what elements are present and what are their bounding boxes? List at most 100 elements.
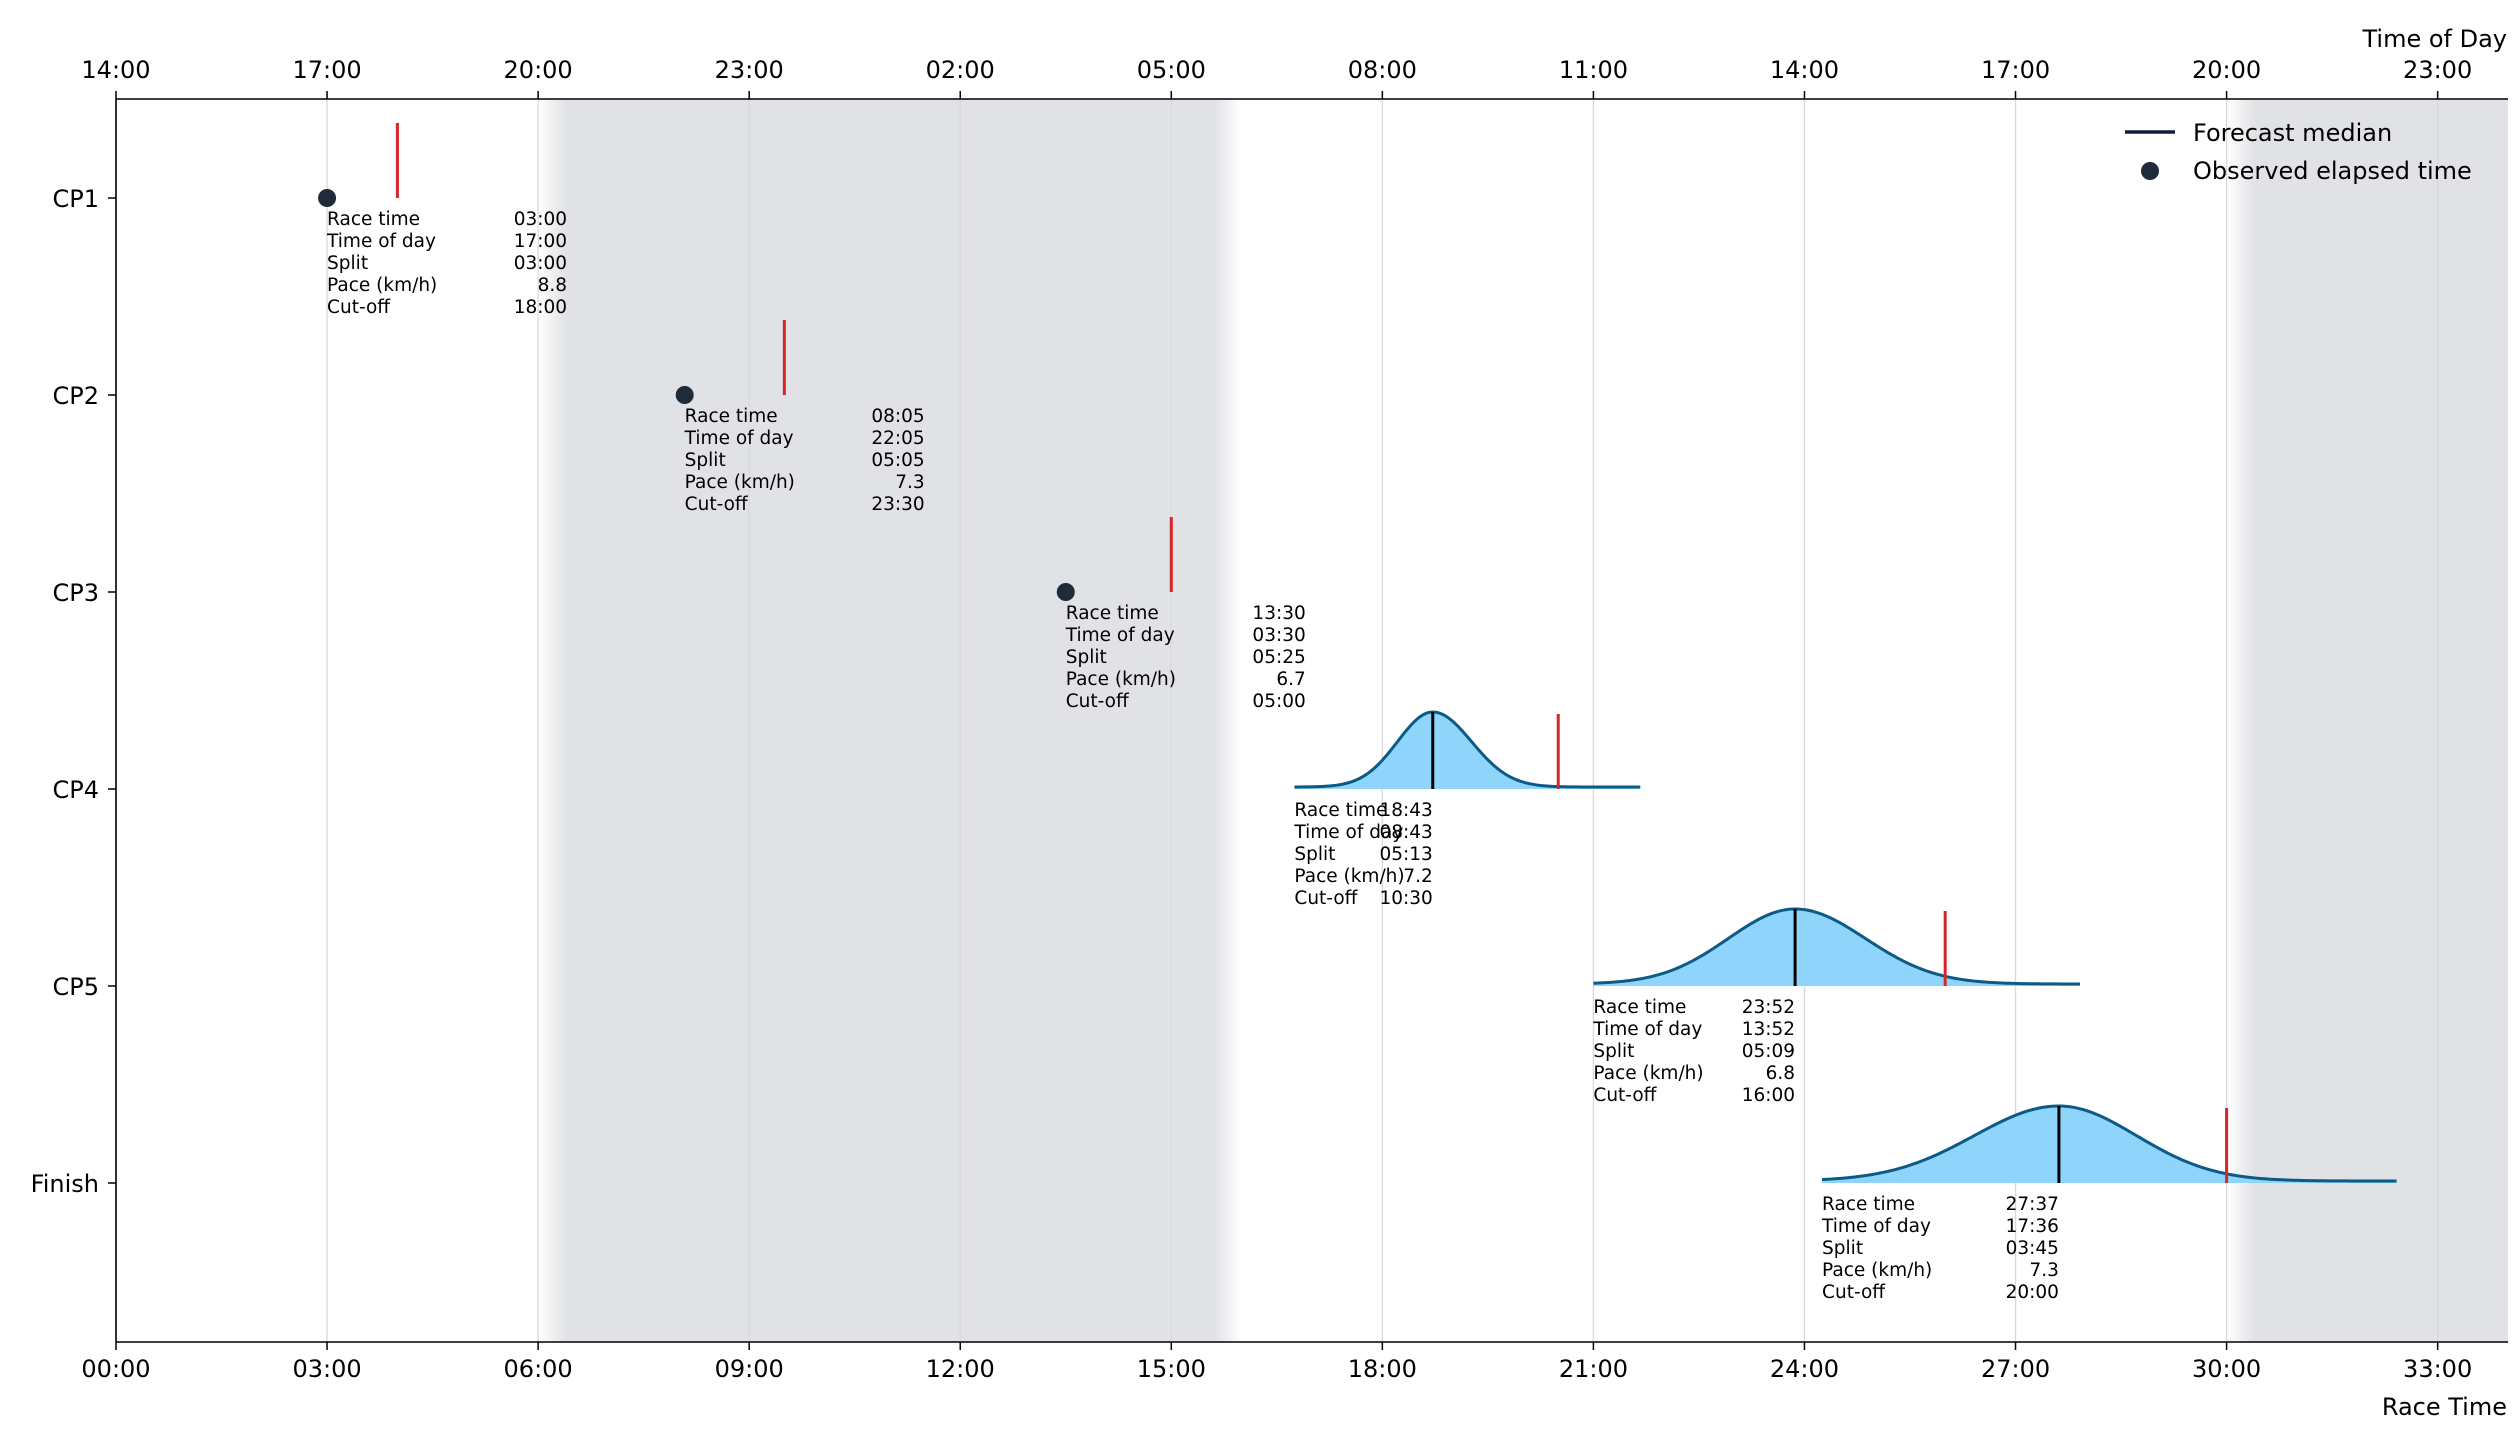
forecast-density-curve [1593,907,2081,986]
annotation-label: Race time [1066,603,1159,624]
x-tick-label: 12:00 [926,1355,995,1383]
top-tick-label: 08:00 [1348,56,1417,84]
annotation-value: 10:30 [1379,888,1432,909]
forecast-density-fill [1593,909,2081,986]
annotation-value: 17:00 [514,231,567,252]
annotation-value: 03:00 [514,253,567,274]
forecast-density-fill [1294,712,1641,789]
annotation-label: Cut-off [685,494,749,515]
annotation-label: Pace (km/h) [1066,669,1176,690]
annotation-label: Time of day [326,231,436,252]
annotation-value: 03:00 [514,209,567,230]
annotation-value: 18:00 [514,297,567,318]
annotation-value: 05:09 [1742,1041,1795,1062]
annotation-label: Split [685,450,726,471]
top-tick-label: 05:00 [1137,56,1206,84]
night-shade-band [538,99,1242,1342]
annotation-label: Cut-off [1066,691,1130,712]
x-tick-label: 18:00 [1348,1355,1417,1383]
top-tick-label: 20:00 [2192,56,2261,84]
annotation-label: Pace (km/h) [1593,1063,1703,1084]
annotation-value: 13:52 [1742,1019,1795,1040]
annotation-label: Time of day [1065,625,1175,646]
annotation-value: 05:13 [1379,844,1432,865]
x-tick-label: 15:00 [1137,1355,1206,1383]
y-tick-label: CP2 [53,382,100,410]
forecast-distributions [1294,710,2397,1183]
top-axis-title: Time of Day [2361,25,2507,53]
forecast-density-curve [1821,1104,2397,1183]
annotation-label: Time of day [1592,1019,1702,1040]
legend-observed-swatch [2141,162,2159,180]
annotation-value: 03:45 [2006,1238,2059,1259]
y-tick-label: Finish [31,1170,99,1198]
annotation-label: Pace (km/h) [1294,866,1404,887]
annotation-value: 05:00 [1252,691,1305,712]
top-tick-label: 23:00 [715,56,784,84]
y-tick-label: CP3 [53,579,100,607]
top-tick-label: 11:00 [1559,56,1628,84]
top-tick-label: 02:00 [926,56,995,84]
observed-point [675,386,694,404]
x-tick-label: 27:00 [1981,1355,2050,1383]
top-tick-label: 17:00 [292,56,361,84]
annotation-value: 7.3 [2029,1260,2058,1281]
observed-point [1056,583,1075,601]
x-tick-label: 09:00 [715,1355,784,1383]
legend-observed-label: Observed elapsed time [2193,157,2472,185]
annotation-label: Time of day [684,428,794,449]
annotation-label: Split [1822,1238,1863,1259]
x-tick-label: 03:00 [292,1355,361,1383]
x-tick-label: 00:00 [81,1355,150,1383]
y-tick-label: CP5 [53,973,100,1001]
legend: Forecast median Observed elapsed time [2125,119,2472,185]
annotation-value: 05:05 [871,450,924,471]
annotation-label: Race time [685,406,778,427]
annotation-value: 20:00 [2006,1282,2059,1303]
annotation-value: 7.3 [895,472,924,493]
annotation-value: 23:30 [871,494,924,515]
annotation-value: 05:25 [1252,647,1305,668]
forecast-density-fill [1822,1106,2397,1183]
x-tick-label: 21:00 [1559,1355,1628,1383]
top-tick-label: 17:00 [1981,56,2050,84]
legend-median-label: Forecast median [2193,119,2392,147]
observed-point [318,189,337,207]
annotation-label: Pace (km/h) [327,275,437,296]
top-tick-label: 23:00 [2403,56,2472,84]
y-tick-label: CP4 [53,776,100,804]
night-shading [538,99,2508,1342]
annotation-label: Cut-off [1294,888,1358,909]
annotation-value: 22:05 [871,428,924,449]
axes: Race Time Time of Day 00:0014:0003:0017:… [31,25,2508,1421]
night-shade-band [2226,99,2508,1342]
checkpoint-marks [318,123,2229,1183]
annotation-value: 17:36 [2006,1216,2059,1237]
x-tick-label: 33:00 [2403,1355,2472,1383]
annotation-label: Split [1066,647,1107,668]
annotation-label: Pace (km/h) [685,472,795,493]
annotation-value: 8.8 [538,275,567,296]
annotation-label: Pace (km/h) [1822,1260,1932,1281]
annotation-label: Time of day [1821,1216,1931,1237]
annotation-label: Split [1593,1041,1634,1062]
top-tick-label: 14:00 [1770,56,1839,84]
annotation-label: Race time [1593,997,1686,1018]
annotation-label: Cut-off [1593,1085,1657,1106]
annotation-value: 27:37 [2006,1194,2059,1215]
annotation-label: Race time [327,209,420,230]
annotation-value: 16:00 [1742,1085,1795,1106]
annotation-value: 7.2 [1403,866,1432,887]
y-tick-label: CP1 [53,185,100,213]
x-tick-label: 24:00 [1770,1355,1839,1383]
annotation-label: Cut-off [1822,1282,1886,1303]
annotation-label: Split [1294,844,1335,865]
annotation-value: 23:52 [1742,997,1795,1018]
annotation-label: Cut-off [327,297,391,318]
annotation-label: Split [327,253,368,274]
top-tick-label: 14:00 [81,56,150,84]
x-axis-title: Race Time [2382,1393,2507,1421]
annotation-label: Race time [1294,800,1387,821]
x-tick-label: 06:00 [504,1355,573,1383]
